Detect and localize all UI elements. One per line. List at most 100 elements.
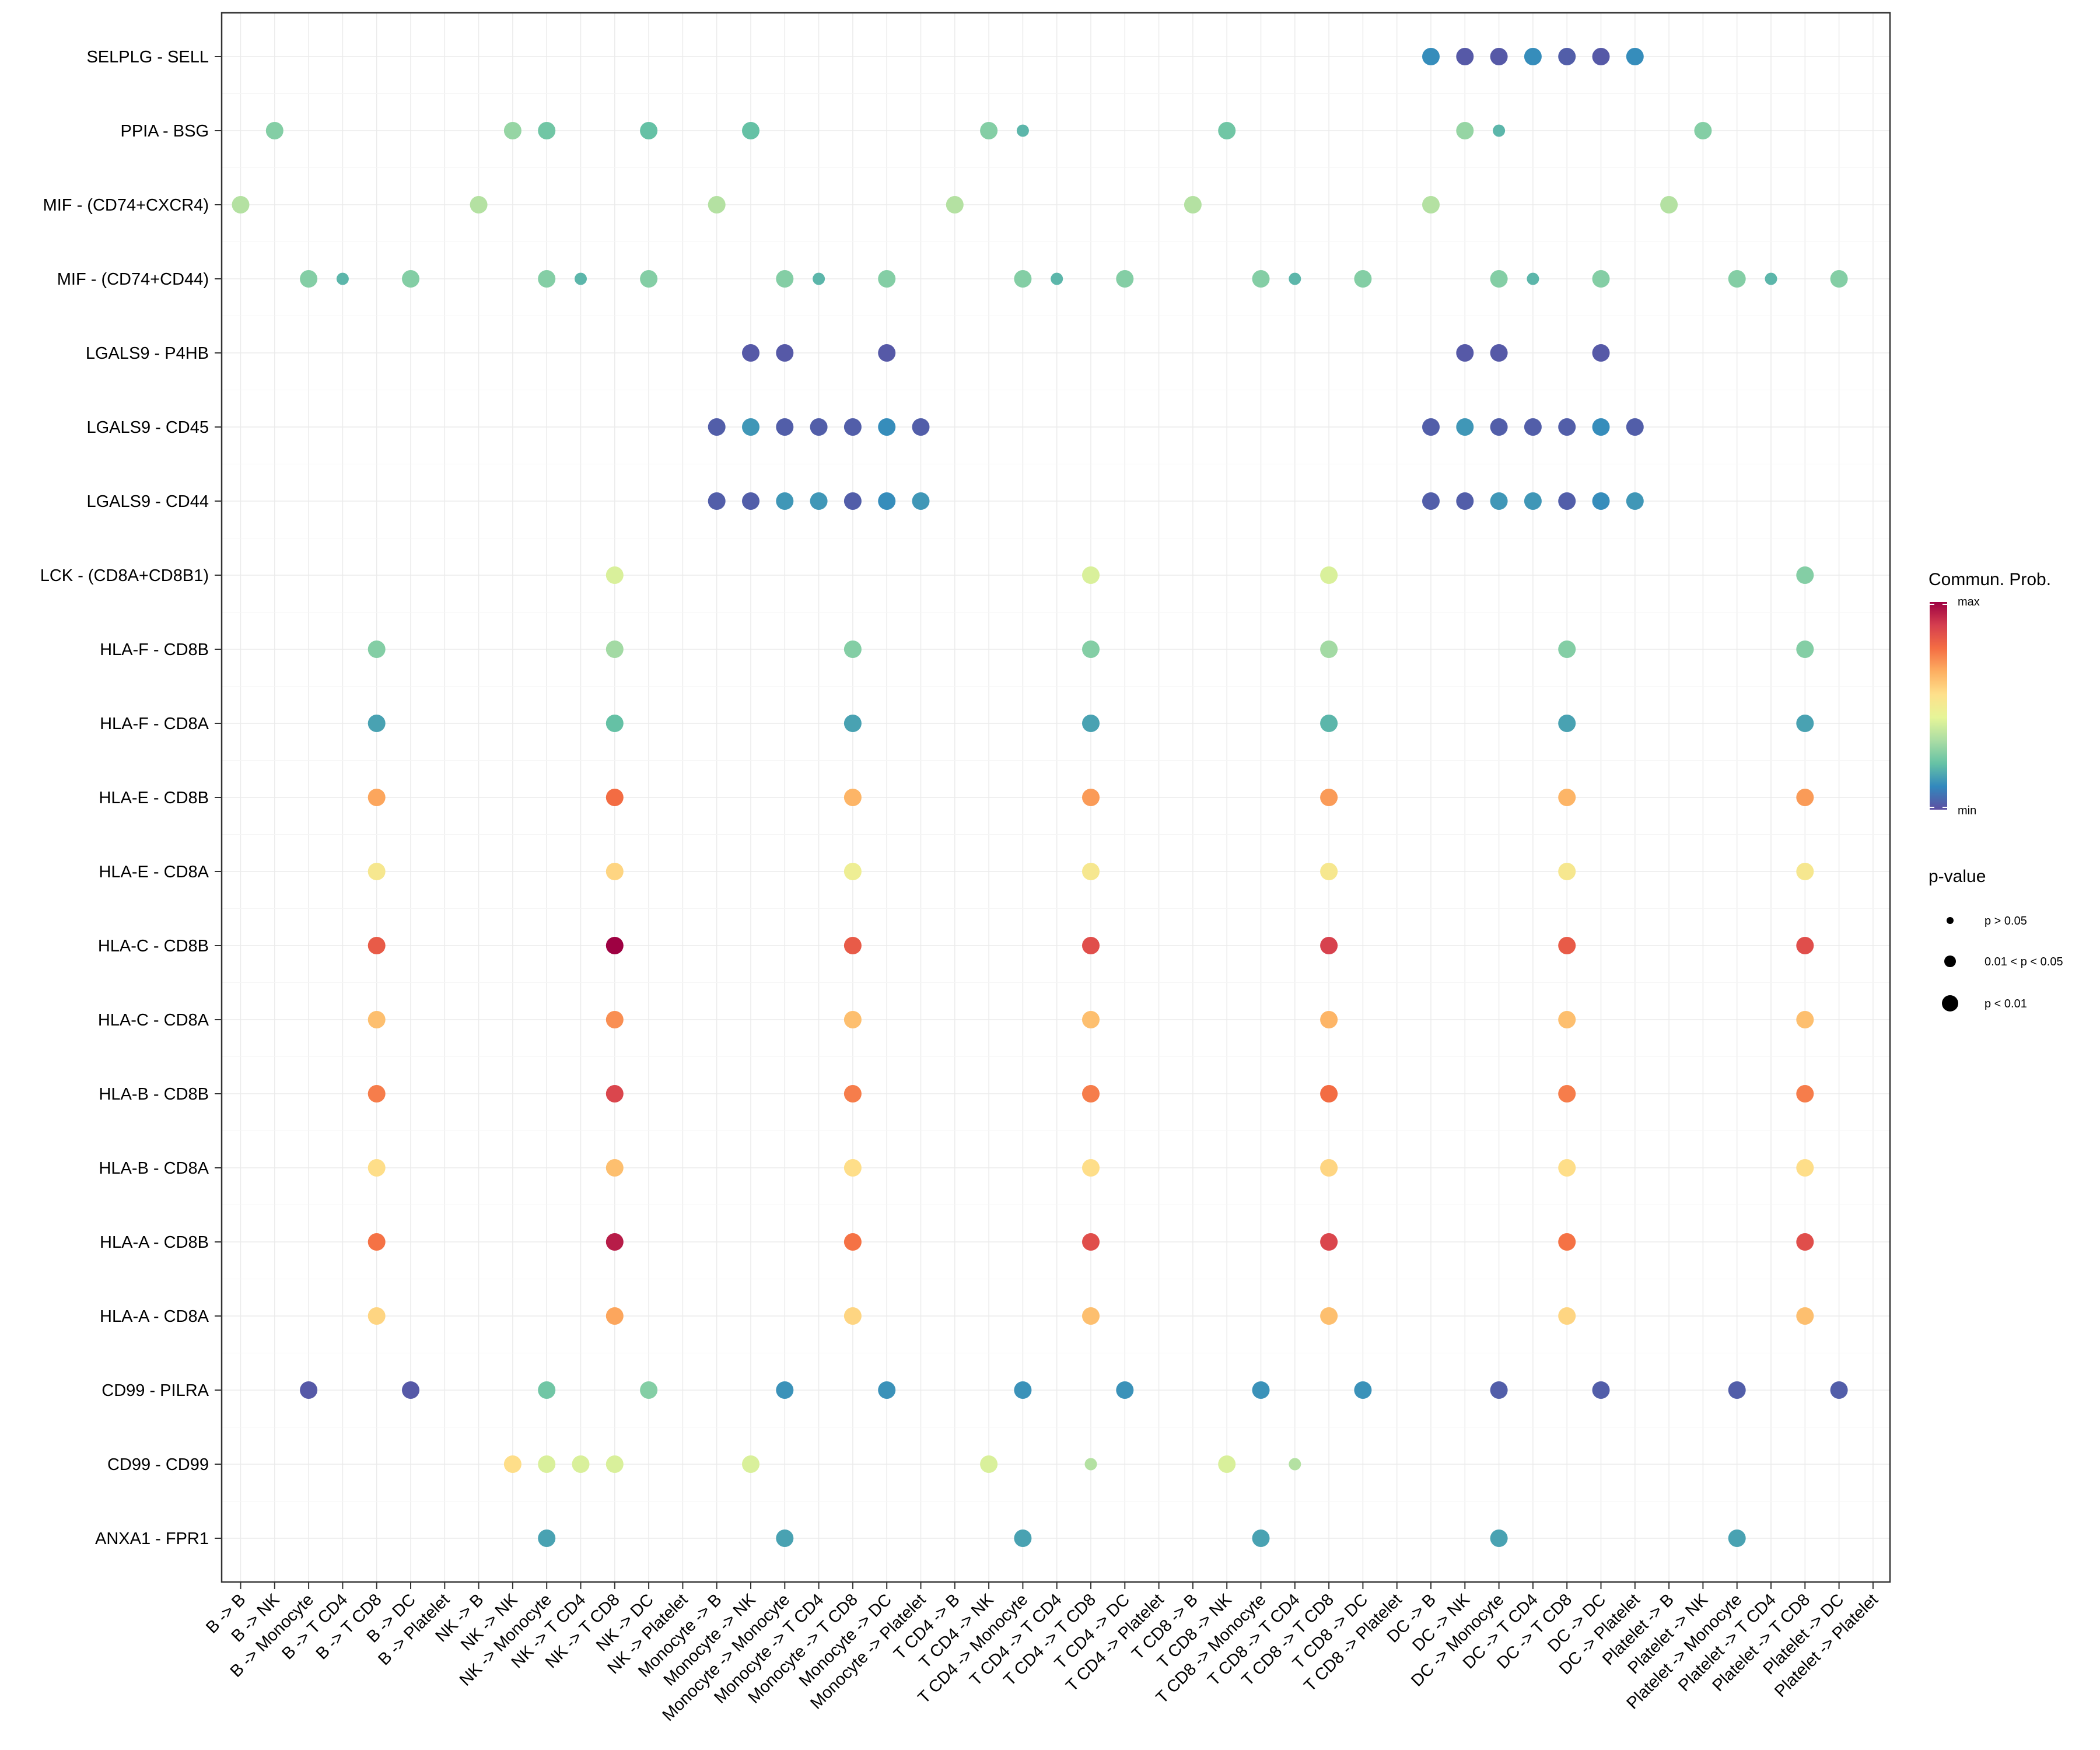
data-point: [708, 492, 726, 510]
data-point: [1558, 789, 1576, 806]
y-tick-label: SELPLG - SELL: [86, 48, 209, 66]
data-point: [1184, 196, 1202, 214]
data-point: [708, 196, 726, 214]
data-point: [1116, 270, 1134, 288]
data-point: [878, 492, 896, 510]
data-point: [606, 1233, 624, 1251]
data-point: [844, 715, 862, 732]
size-legend-label: 0.01 < p < 0.05: [1985, 956, 2063, 968]
data-point: [1218, 1455, 1236, 1473]
data-point: [1084, 1458, 1097, 1471]
data-point: [1354, 270, 1372, 288]
data-point: [606, 640, 624, 658]
data-point: [1456, 122, 1474, 139]
colorbar: [1930, 602, 1947, 810]
data-point: [1082, 566, 1100, 584]
data-point: [265, 122, 284, 139]
data-point: [336, 272, 349, 285]
data-point: [606, 715, 624, 732]
data-point: [878, 270, 896, 288]
y-tick-label: LGALS9 - P4HB: [86, 344, 209, 363]
data-point: [844, 1085, 862, 1102]
data-point: [776, 1530, 794, 1547]
data-point: [1558, 48, 1576, 65]
y-tick-label: ANXA1 - FPR1: [95, 1530, 209, 1548]
data-point: [1558, 937, 1576, 954]
data-point: [1320, 640, 1338, 658]
data-point: [1320, 863, 1338, 880]
size-legend-key-medium: [1944, 956, 1956, 967]
data-point: [1490, 270, 1508, 288]
data-point: [1592, 418, 1610, 436]
data-point: [1490, 1381, 1508, 1399]
data-point: [1320, 1011, 1338, 1028]
data-point: [1082, 863, 1100, 880]
data-point: [503, 122, 522, 139]
data-point: [1796, 1233, 1814, 1251]
data-point: [368, 640, 386, 658]
data-point: [1422, 196, 1440, 214]
data-point: [640, 122, 658, 139]
data-point: [776, 270, 794, 288]
data-point: [1082, 1159, 1100, 1177]
data-point: [742, 122, 760, 139]
data-point: [368, 789, 386, 806]
y-tick-label: HLA-E - CD8A: [99, 863, 209, 881]
data-point: [1796, 715, 1814, 732]
legend: Commun. Prob. max min p-value p > 0.05 0…: [1929, 570, 2063, 1012]
y-axis: SELPLG - SELL PPIA - BSG MIF - (CD74+CXCR4…: [40, 48, 222, 1548]
colorbar-min-label: min: [1958, 804, 1976, 817]
data-point: [470, 196, 488, 214]
data-point: [1660, 196, 1678, 214]
size-legend-label: p > 0.05: [1985, 915, 2027, 928]
data-point: [742, 492, 760, 510]
data-point: [1456, 344, 1474, 362]
data-point: [368, 1085, 386, 1102]
data-point: [878, 344, 896, 362]
data-point: [844, 863, 862, 880]
data-point: [368, 863, 386, 880]
data-point: [368, 1011, 386, 1028]
y-tick-label: MIF - (CD74+CXCR4): [43, 196, 209, 215]
data-point: [300, 270, 318, 288]
data-point: [538, 1381, 556, 1399]
data-point: [1082, 1307, 1100, 1325]
data-point: [1082, 1011, 1100, 1028]
data-point: [1490, 1530, 1508, 1547]
data-point: [606, 1455, 624, 1473]
data-point: [1524, 48, 1542, 65]
data-point: [1527, 272, 1539, 285]
data-point: [1558, 863, 1576, 880]
y-tick-label: HLA-B - CD8A: [99, 1159, 209, 1178]
data-point: [606, 937, 624, 954]
data-point: [1694, 122, 1712, 139]
data-point: [1456, 492, 1474, 510]
data-point: [575, 272, 587, 285]
data-point: [844, 789, 862, 806]
data-point: [1422, 492, 1440, 510]
colorbar-max-label: max: [1958, 596, 1980, 608]
data-point: [844, 492, 862, 510]
data-point: [810, 492, 828, 510]
data-point: [1626, 48, 1644, 65]
y-tick-label: HLA-A - CD8B: [100, 1233, 209, 1252]
data-point: [1456, 48, 1474, 65]
data-point: [1490, 492, 1508, 510]
data-point: [946, 196, 964, 214]
data-point: [538, 1530, 556, 1547]
data-point: [844, 1159, 862, 1177]
data-point: [232, 196, 250, 214]
data-point: [1524, 492, 1542, 510]
data-point: [1490, 48, 1508, 65]
data-point: [1252, 270, 1270, 288]
data-point: [1289, 1458, 1301, 1471]
data-point: [1490, 418, 1508, 436]
data-point: [606, 1011, 624, 1028]
data-point: [813, 272, 825, 285]
data-point: [980, 122, 998, 139]
y-tick-label: PPIA - BSG: [121, 122, 209, 141]
data-point: [606, 863, 624, 880]
data-point: [776, 492, 794, 510]
data-point: [844, 1307, 862, 1325]
